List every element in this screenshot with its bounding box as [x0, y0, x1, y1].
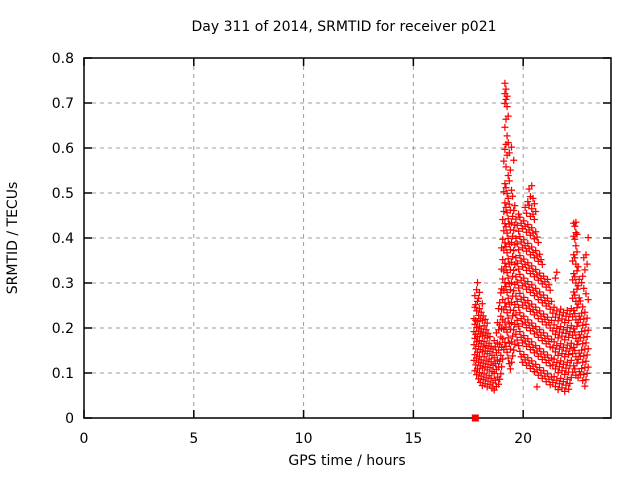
y-axis-label: SRMTID / TECUs	[5, 182, 21, 295]
y-tick-label: 0.2	[52, 321, 74, 337]
x-tick-label: 15	[404, 431, 422, 447]
y-tick-label: 0.4	[52, 231, 74, 247]
x-tick-label: 5	[189, 431, 198, 447]
y-tick-label: 0.1	[52, 366, 74, 382]
srmtid-scatter-path	[470, 79, 592, 395]
x-axis-label: GPS time / hours	[288, 453, 405, 469]
y-tick-label: 0.5	[52, 186, 74, 202]
plot-border	[83, 57, 612, 419]
data-points	[470, 79, 592, 422]
chart-title: Day 311 of 2014, SRMTID for receiver p02…	[191, 19, 496, 35]
y-tick-label: 0	[65, 411, 74, 427]
y-axis-tick-labels: 0 0.1 0.2 0.3 0.4 0.5 0.6 0.7 0.8	[52, 51, 74, 427]
x-tick-label: 0	[80, 431, 89, 447]
grid-lines	[84, 58, 611, 418]
y-tick-label: 0.6	[52, 141, 74, 157]
y-tick-label: 0.7	[52, 96, 74, 112]
y-tick-label: 0.3	[52, 276, 74, 292]
event-marker-square	[471, 414, 479, 422]
y-tick-label: 0.8	[52, 51, 74, 67]
x-tick-label: 20	[514, 431, 532, 447]
x-tick-label: 10	[295, 431, 313, 447]
x-axis-tick-labels: 0 5 10 15 20	[80, 431, 533, 447]
